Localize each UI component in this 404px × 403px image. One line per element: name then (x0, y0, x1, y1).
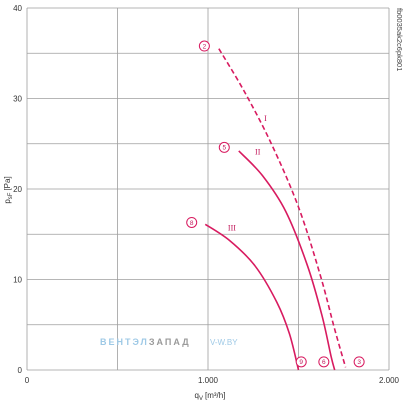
y-axis-label-main: p (3, 199, 12, 204)
curve-start-marker-8-circle (186, 216, 198, 228)
curve-end-marker-9-text: 9 (299, 359, 303, 366)
x-tick-label: 0 (25, 376, 30, 385)
curve-end-marker-6: 6 (318, 356, 330, 368)
y-tick-label: 0 (18, 366, 23, 375)
y-tick-label: 40 (13, 4, 22, 13)
curve-label-III: III (228, 224, 236, 233)
x-tick-label: 2.000 (379, 376, 400, 385)
x-axis-label-sub: V (199, 396, 203, 402)
curve-I (218, 48, 347, 368)
curve-label-II: II (255, 148, 261, 157)
y-axis-label-unit: [Pa] (3, 176, 12, 190)
y-tick-label: 20 (13, 185, 22, 194)
curve-end-marker-6-text: 6 (322, 359, 326, 366)
curve-end-marker-6-circle (318, 356, 330, 368)
x-tick-labels: 0 1.000 2.000 (25, 376, 400, 385)
curve-start-marker-2: 2 (198, 40, 210, 52)
x-axis-label: qV [m³/h] (195, 391, 226, 402)
curve-end-marker-9-circle (295, 356, 307, 368)
curve-start-marker-2-circle (198, 40, 210, 52)
y-tick-label: 10 (13, 276, 22, 285)
curve-end-marker-3: 3 (353, 356, 365, 368)
watermark-url: V-W.BY (210, 338, 238, 347)
curve-start-marker-5-circle (218, 141, 230, 153)
grid-lines (26, 7, 390, 371)
curve-start-marker-8: 8 (186, 216, 198, 228)
x-tick-label: 1.000 (198, 376, 219, 385)
svg-text:ВЕНТЭЛЗАПАД: ВЕНТЭЛЗАПАД (100, 337, 191, 347)
svg-text:psF[Pa]: psF [Pa] (3, 176, 14, 203)
watermark: ВЕНТЭЛЗАПАД V-W.BY (100, 337, 238, 347)
y-tick-labels: 0 10 20 30 40 (13, 4, 22, 375)
series-layer: I 2 3 II 5 6 III 8 9 (186, 40, 365, 371)
curve-end-marker-9: 9 (295, 356, 307, 368)
svg-text:qV[m³/h]: qV [m³/h] (195, 391, 226, 402)
curve-start-marker-5-text: 5 (222, 145, 226, 152)
watermark-part1: ВЕНТЭЛ (100, 337, 149, 347)
curve-start-marker-2-text: 2 (203, 43, 207, 50)
curve-label-I: I (264, 114, 267, 123)
curve-II (238, 150, 336, 371)
curve-III (204, 223, 300, 371)
curve-end-marker-3-circle (353, 356, 365, 368)
y-axis-label: psF [Pa] (3, 176, 14, 203)
y-axis-label-sub: sF (8, 192, 14, 199)
curve-start-marker-5: 5 (218, 141, 230, 153)
x-axis-label-main: q (195, 391, 199, 400)
figure-code: fb0035ak2c6pk801 (395, 8, 404, 71)
x-axis-label-unit: [m³/h] (205, 391, 225, 400)
watermark-part2: ЗАПАД (149, 337, 191, 347)
curve-end-marker-3-text: 3 (357, 359, 361, 366)
curve-start-marker-8-text: 8 (190, 220, 194, 227)
y-tick-label: 30 (13, 95, 22, 104)
